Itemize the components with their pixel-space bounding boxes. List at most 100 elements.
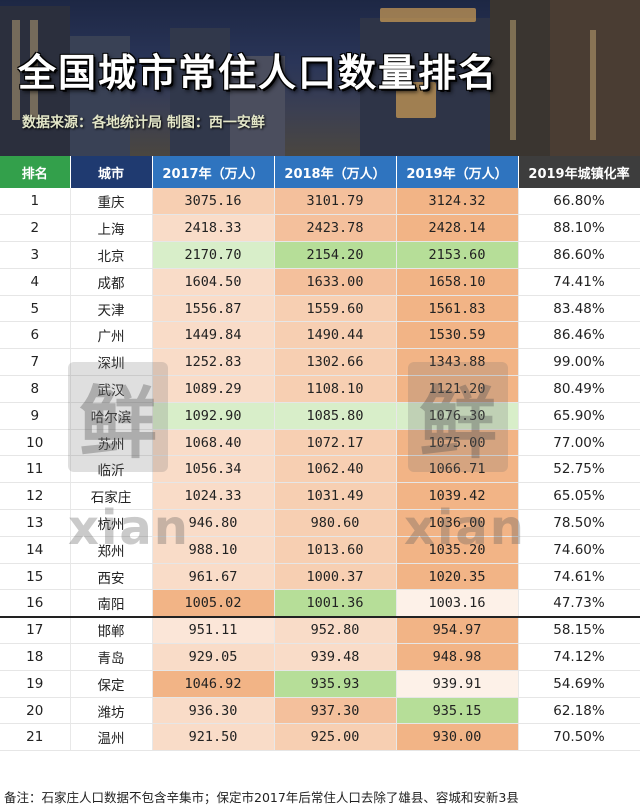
population-2019-cell: 1076.30 [396,402,519,430]
population-2017-cell: 1604.50 [152,268,275,296]
population-2018-cell: 1490.44 [274,321,397,350]
population-2019-cell: 1035.20 [396,536,519,564]
urbanization-rate-cell: 86.46% [518,321,640,350]
city-cell: 成都 [70,268,153,296]
urbanization-rate-cell: 65.05% [518,482,640,511]
population-2018-cell: 952.80 [274,615,397,645]
urbanization-rate-cell: 83.48% [518,295,640,323]
population-2019-cell: 954.97 [396,615,519,645]
population-2017-cell: 961.67 [152,563,275,591]
city-cell: 上海 [70,214,153,243]
table-row: 9 哈尔滨 1092.90 1085.80 1076.30 65.90% [0,402,640,430]
population-2017-cell: 2418.33 [152,214,275,243]
population-2018-cell: 980.60 [274,509,397,537]
city-cell: 深圳 [70,348,153,377]
population-2017-cell: 1449.84 [152,321,275,350]
table-row: 8 武汉 1089.29 1108.10 1121.20 80.49% [0,375,640,403]
population-2017-cell: 3075.16 [152,188,275,216]
population-2017-cell: 1252.83 [152,348,275,377]
city-cell: 石家庄 [70,482,153,511]
population-2019-cell: 1658.10 [396,268,519,296]
rank-cell: 8 [0,375,71,403]
population-2019-cell: 1121.20 [396,375,519,403]
urbanization-rate-cell: 78.50% [518,509,640,537]
population-2018-cell: 925.00 [274,723,397,752]
population-2017-cell: 1056.34 [152,455,275,484]
page-title: 全国城市常住人口数量排名 [18,51,499,95]
rank-cell: 4 [0,268,71,296]
column-header-urbanization: 2019年城镇化率 [518,156,640,188]
urbanization-rate-cell: 77.00% [518,429,640,457]
table-row: 15 西安 961.67 1000.37 1020.35 74.61% [0,563,640,591]
table-body: 1 重庆 3075.16 3101.79 3124.32 66.80% 2 上海 2418.33… [0,188,640,752]
column-header-2018: 2018年（万人） [274,156,397,188]
population-2018-cell: 1302.66 [274,348,397,377]
urbanization-rate-cell: 74.12% [518,643,640,671]
population-2017-cell: 946.80 [152,509,275,537]
population-2018-cell: 1031.49 [274,482,397,511]
rank-cell: 21 [0,723,71,752]
column-header-2019: 2019年（万人） [396,156,519,188]
city-cell: 武汉 [70,375,153,403]
urbanization-rate-cell: 74.60% [518,536,640,564]
urbanization-rate-cell: 80.49% [518,375,640,403]
building-silhouette [0,6,70,156]
population-2017-cell: 1556.87 [152,295,275,323]
population-2018-cell: 2154.20 [274,241,397,269]
rank-cell: 6 [0,321,71,350]
population-2017-cell: 929.05 [152,643,275,671]
population-2018-cell: 1559.60 [274,295,397,323]
building-silhouette [550,0,640,156]
population-2017-cell: 1024.33 [152,482,275,511]
population-2018-cell: 1000.37 [274,563,397,591]
population-2019-cell: 1039.42 [396,482,519,511]
population-2018-cell: 1633.00 [274,268,397,296]
city-cell: 潍坊 [70,697,153,725]
table-header-row: 排名 城市 2017年（万人） 2018年（万人） 2019年（万人） 2019… [0,156,640,188]
rank-cell: 5 [0,295,71,323]
population-2019-cell: 935.15 [396,697,519,725]
urbanization-rate-cell: 74.61% [518,563,640,591]
building-silhouette [490,0,550,156]
city-cell: 郑州 [70,536,153,564]
rank-cell: 10 [0,429,71,457]
rank-cell: 13 [0,509,71,537]
population-2017-cell: 1089.29 [152,375,275,403]
population-2018-cell: 1072.17 [274,429,397,457]
population-2019-cell: 1561.83 [396,295,519,323]
population-2019-cell: 939.91 [396,670,519,698]
urbanization-rate-cell: 52.75% [518,455,640,484]
rank-cell: 16 [0,589,71,618]
rank-cell: 7 [0,348,71,377]
building-silhouette [230,56,285,156]
population-2018-cell: 935.93 [274,670,397,698]
city-cell: 广州 [70,321,153,350]
table-row: 21 温州 921.50 925.00 930.00 70.50% [0,723,640,752]
lit-window [396,82,436,118]
city-cell: 温州 [70,723,153,752]
table-row: 4 成都 1604.50 1633.00 1658.10 74.41% [0,268,640,296]
population-2019-cell: 1003.16 [396,589,519,618]
table-row: 18 青岛 929.05 939.48 948.98 74.12% [0,643,640,671]
population-2017-cell: 2170.70 [152,241,275,269]
population-2018-cell: 1108.10 [274,375,397,403]
population-2019-cell: 1020.35 [396,563,519,591]
urbanization-rate-cell: 86.60% [518,241,640,269]
urbanization-rate-cell: 88.10% [518,214,640,243]
city-cell: 保定 [70,670,153,698]
table-row: 17 邯郸 951.11 952.80 954.97 58.15% [0,615,640,645]
rank-cell: 12 [0,482,71,511]
population-2018-cell: 939.48 [274,643,397,671]
data-source-credit: 数据来源：各地统计局 制图：西一安鲜 [22,115,265,131]
rank-cell: 3 [0,241,71,269]
rank-cell: 15 [0,563,71,591]
population-2017-cell: 1092.90 [152,402,275,430]
population-2018-cell: 1085.80 [274,402,397,430]
table-row: 20 潍坊 936.30 937.30 935.15 62.18% [0,697,640,725]
table-row: 2 上海 2418.33 2423.78 2428.14 88.10% [0,214,640,243]
population-2019-cell: 1075.00 [396,429,519,457]
table-row: 6 广州 1449.84 1490.44 1530.59 86.46% [0,321,640,350]
city-cell: 西安 [70,563,153,591]
city-cell: 天津 [70,295,153,323]
rank-cell: 18 [0,643,71,671]
